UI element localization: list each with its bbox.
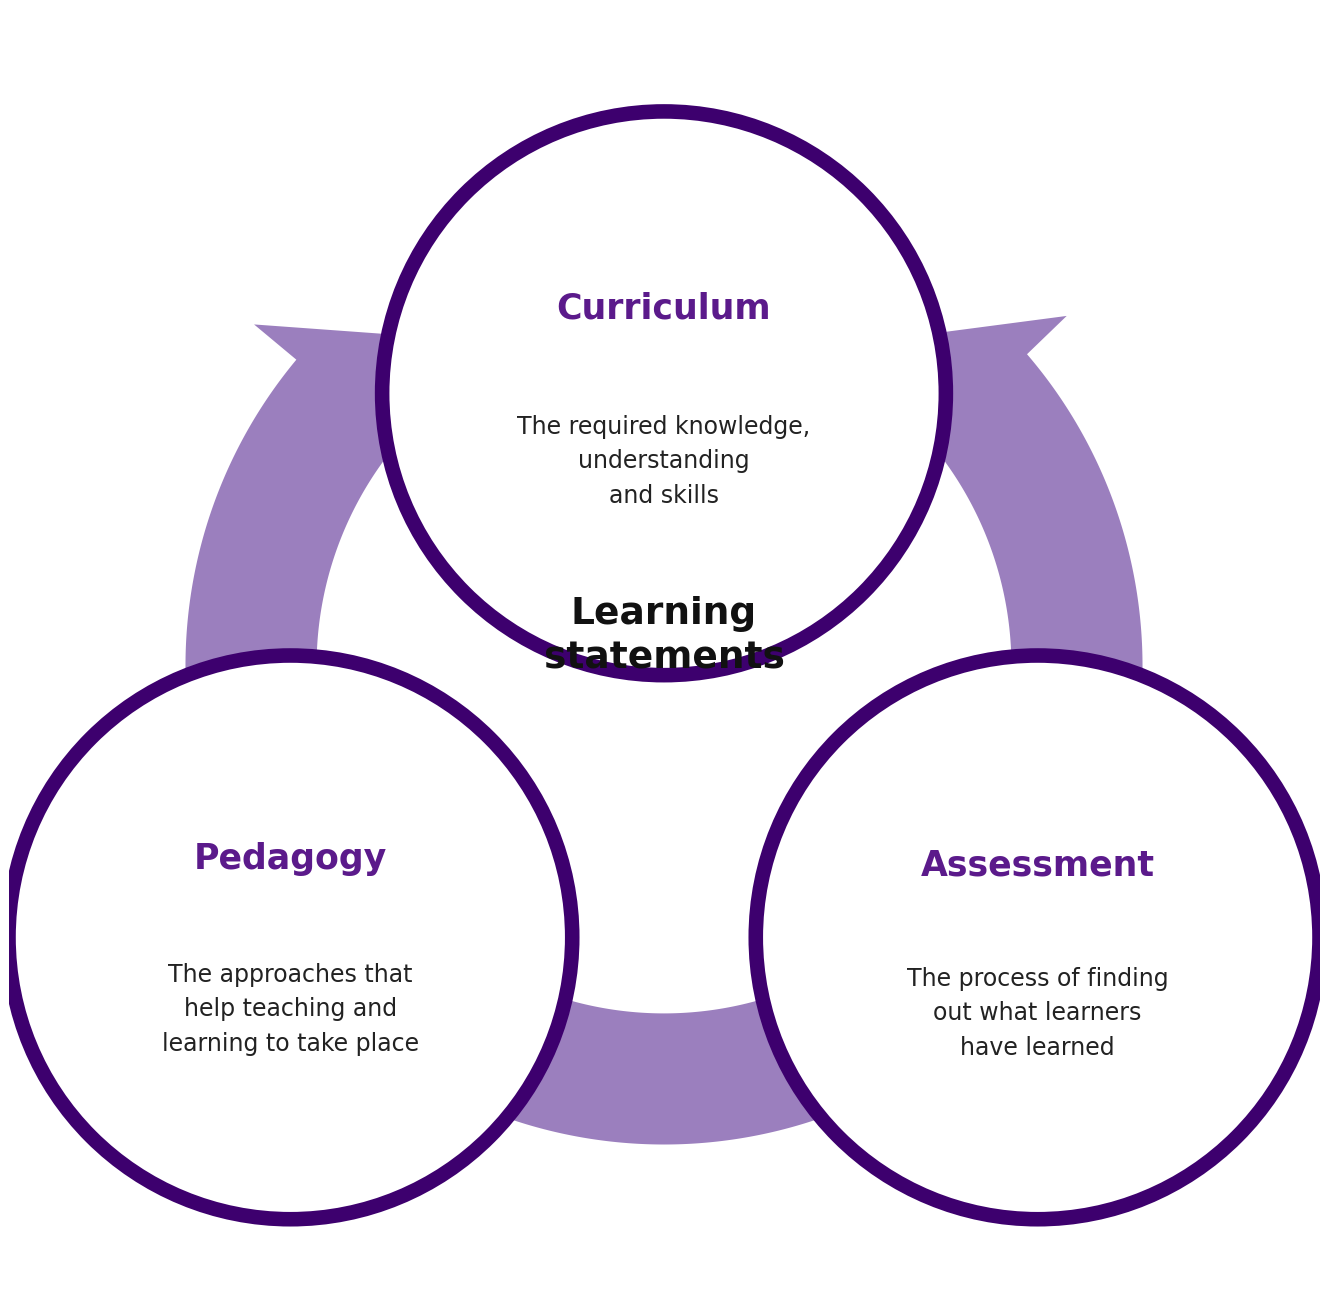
Text: Pedagogy: Pedagogy [194, 842, 386, 876]
Polygon shape [186, 324, 440, 940]
Polygon shape [410, 932, 918, 1152]
Circle shape [8, 656, 572, 1219]
Text: The approaches that
help teaching and
learning to take place: The approaches that help teaching and le… [162, 964, 418, 1055]
Text: Learning
statements: Learning statements [543, 595, 785, 676]
Text: Curriculum: Curriculum [556, 291, 772, 325]
Text: The required knowledge,
understanding
and skills: The required knowledge, understanding an… [518, 416, 810, 507]
Polygon shape [884, 316, 1142, 884]
Circle shape [756, 656, 1320, 1219]
Circle shape [382, 111, 946, 675]
Text: The process of finding
out what learners
have learned: The process of finding out what learners… [907, 968, 1169, 1059]
Text: Assessment: Assessment [920, 848, 1154, 882]
